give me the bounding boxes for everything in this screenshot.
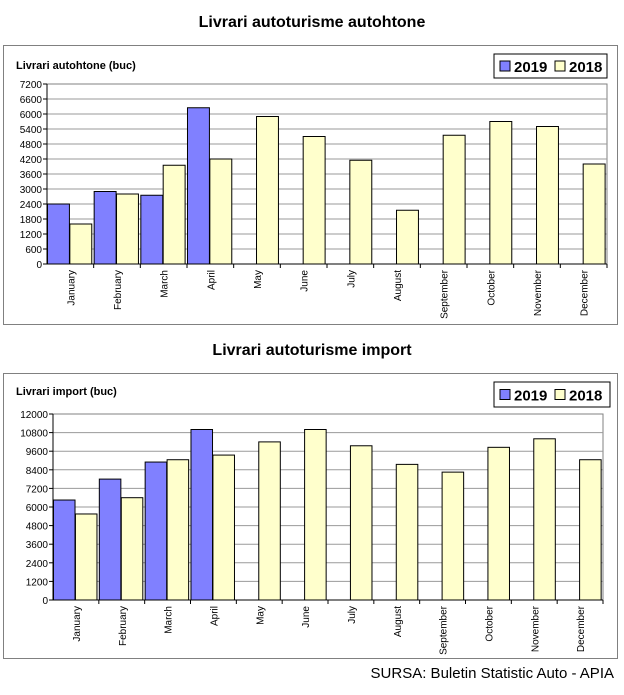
- y-tick-label: 600: [25, 245, 42, 256]
- x-tick-label: December: [580, 269, 591, 316]
- bar-2018-march: [162, 164, 186, 265]
- legend-swatch-2018: [554, 60, 566, 72]
- bar-2018-october: [487, 446, 510, 601]
- legend-swatch-2019: [499, 389, 511, 400]
- bar-2018-july: [349, 159, 373, 265]
- y-tick-label: 3600: [26, 540, 49, 551]
- bar-2018-january: [69, 223, 93, 265]
- x-tick-label: January: [66, 270, 77, 306]
- y-axis-label: Livrari import (buc): [16, 386, 117, 398]
- x-tick-label: March: [160, 270, 171, 298]
- bar-2018-november: [536, 126, 559, 265]
- y-tick-label: 1200: [20, 230, 43, 241]
- bar-2019-march: [140, 194, 164, 265]
- bar-2019-march: [144, 461, 168, 601]
- x-tick-label: February: [118, 606, 129, 646]
- bar-2018-june: [304, 429, 327, 601]
- x-tick-label: July: [347, 606, 358, 624]
- bar-2018-may: [256, 116, 279, 265]
- bar-2019-january: [52, 499, 76, 601]
- y-axis-label: Livrari autohtone (buc): [16, 60, 136, 72]
- bar-2018-september: [442, 134, 466, 265]
- x-tick-label: May: [253, 270, 264, 289]
- y-tick-label: 2400: [20, 200, 43, 211]
- y-tick-label: 4200: [20, 155, 43, 166]
- x-tick-label: August: [393, 606, 404, 637]
- y-tick-label: 0: [42, 596, 48, 607]
- y-tick-label: 7200: [26, 484, 49, 495]
- x-tick-label: June: [301, 606, 312, 628]
- bar-2018-august: [396, 209, 419, 265]
- y-tick-label: 7200: [20, 80, 43, 91]
- x-tick-label: October: [486, 269, 497, 305]
- bar-2018-february: [116, 193, 139, 265]
- legend-swatch-2019: [499, 60, 511, 72]
- legend-label-2018: 2018: [569, 388, 602, 405]
- y-tick-label: 6600: [20, 95, 43, 106]
- x-tick-label: June: [300, 270, 311, 292]
- x-tick-label: July: [346, 270, 357, 288]
- x-tick-label: October: [484, 605, 495, 641]
- x-tick-label: September: [440, 269, 451, 319]
- y-tick-label: 6000: [20, 110, 43, 121]
- x-tick-label: November: [530, 605, 541, 652]
- bar-2018-june: [302, 136, 326, 265]
- x-tick-label: August: [393, 270, 404, 301]
- bar-2019-january: [46, 203, 70, 265]
- bar-2018-may: [258, 441, 281, 601]
- x-tick-label: December: [576, 605, 587, 652]
- bar-2018-february: [120, 497, 144, 601]
- chart-title-autohtone: Livrari autoturisme autohtone: [198, 14, 426, 31]
- bar-2018-november: [533, 438, 556, 601]
- bar-2018-july: [349, 445, 373, 601]
- y-tick-label: 5400: [20, 125, 43, 136]
- legend-label-2019: 2019: [514, 59, 547, 76]
- x-tick-label: April: [206, 270, 217, 290]
- x-tick-label: May: [255, 606, 266, 625]
- chart-import: 0 1200 2400 3600 4800 6000 7200 8400 9600 10800 12…: [3, 373, 618, 659]
- y-tick-label: 1200: [26, 577, 49, 588]
- bar-2018-december: [579, 459, 602, 601]
- y-tick-label: 10800: [20, 429, 48, 440]
- y-tick-label: 12000: [20, 410, 48, 421]
- x-tick-label: November: [533, 269, 544, 316]
- bar-2019-february: [93, 191, 117, 265]
- y-tick-label: 3000: [20, 185, 43, 196]
- legend: [493, 53, 608, 79]
- bar-2018-october: [489, 121, 513, 265]
- y-tick-label: 1800: [20, 215, 43, 226]
- y-tick-label: 9600: [26, 447, 49, 458]
- y-tick-label: 0: [36, 260, 42, 271]
- source-note: SURSA: Buletin Statistic Auto - APIA: [370, 665, 614, 682]
- y-tick-label: 6000: [26, 503, 49, 514]
- bar-2018-august: [395, 463, 419, 601]
- bar-2018-april: [209, 158, 233, 265]
- bar-2018-september: [441, 471, 465, 601]
- x-tick-label: April: [209, 606, 220, 626]
- y-tick-label: 4800: [26, 522, 49, 533]
- bar-2018-april: [212, 454, 235, 601]
- x-tick-label: February: [113, 270, 124, 310]
- legend: [493, 381, 611, 408]
- y-tick-label: 2400: [26, 559, 49, 570]
- legend-label-2019: 2019: [514, 388, 547, 405]
- bar-2018-march: [166, 459, 190, 601]
- bar-2019-february: [98, 478, 122, 601]
- bar-2019-april: [190, 429, 214, 601]
- bar-2019-april: [186, 107, 210, 265]
- chart-title-import: Livrari autoturisme import: [212, 342, 412, 359]
- x-tick-label: March: [164, 606, 175, 634]
- legend-swatch-2018: [554, 389, 566, 400]
- x-tick-label: January: [72, 606, 83, 642]
- y-tick-label: 3600: [20, 170, 43, 181]
- legend-label-2018: 2018: [569, 59, 602, 76]
- y-tick-label: 4800: [20, 140, 43, 151]
- y-tick-label: 8400: [26, 466, 49, 477]
- x-tick-label: September: [439, 605, 450, 655]
- bar-2018-december: [582, 163, 606, 265]
- bar-2018-january: [74, 513, 98, 601]
- chart-autohtone: 0 600 1200 1800 2400 3000 3600 4200 4800 5400 6000…: [3, 45, 618, 325]
